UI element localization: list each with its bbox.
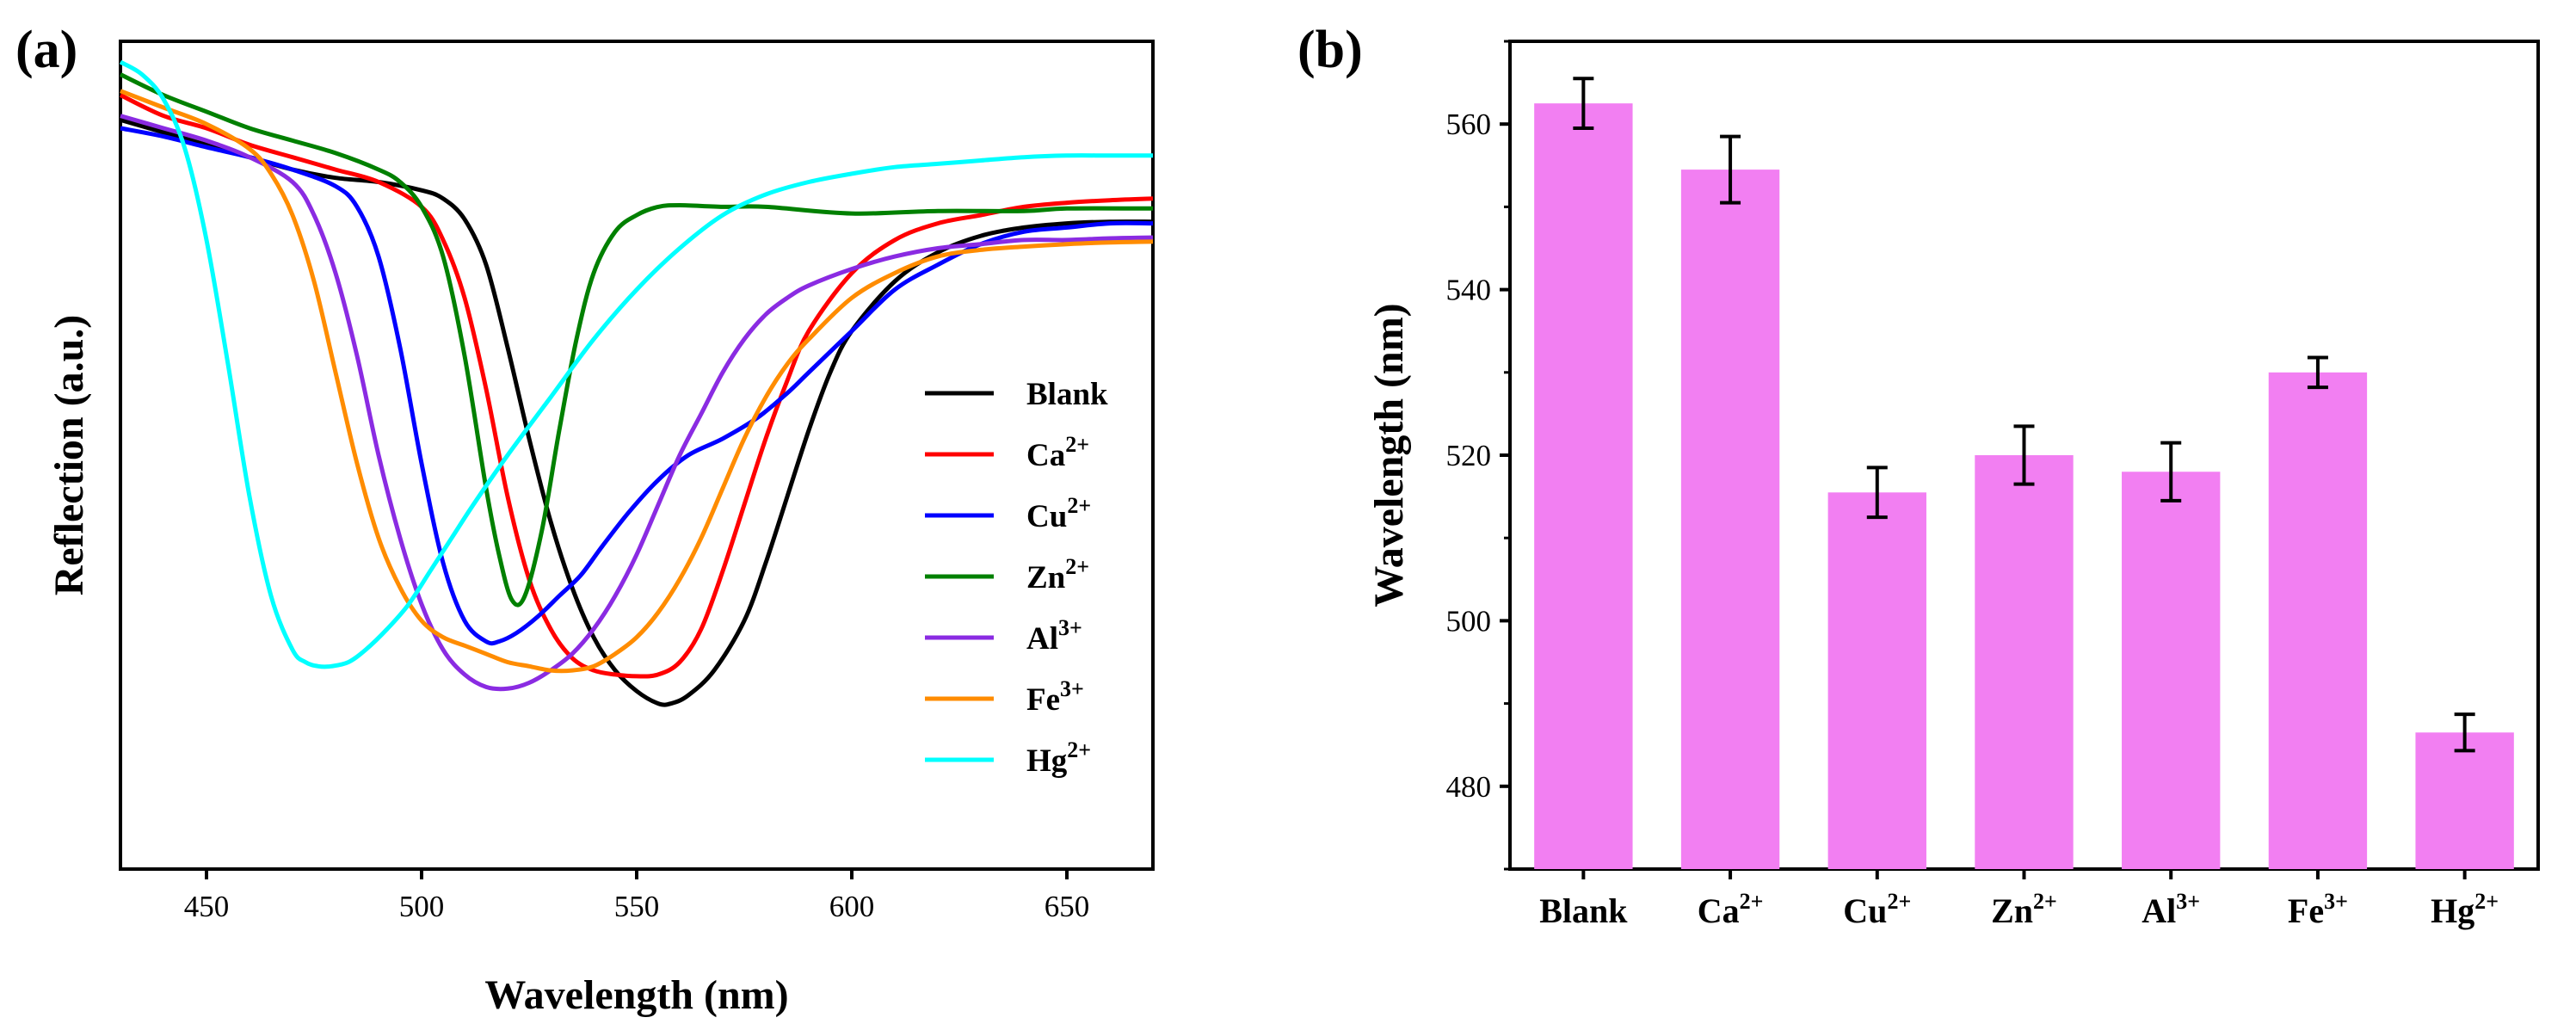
panel-b-bars: [1534, 77, 2514, 870]
legend-label-zn: Zn2+: [1026, 554, 1089, 595]
bar-ca: [1680, 170, 1780, 870]
category-label-zn-superscript: 2+: [2033, 889, 2057, 914]
category-label-al: Al3+: [2142, 889, 2200, 930]
x-tick-label: 450: [184, 890, 230, 923]
legend-label-al-base: Al: [1026, 621, 1058, 657]
panel-a-x-axis-ticks: 450 500 550 600 650: [184, 869, 1090, 923]
error-bar-ca: [1720, 134, 1741, 205]
error-bar-hg: [2454, 712, 2475, 753]
error-bar-fe: [2307, 355, 2328, 390]
legend-label-zn-base: Zn: [1026, 560, 1066, 595]
legend-label-cu-superscript: 2+: [1067, 493, 1091, 518]
series-line-cu: [120, 126, 1154, 646]
legend-label-hg: Hg2+: [1026, 737, 1091, 779]
category-label-zn: Zn2+: [1991, 889, 2057, 930]
series-line-al: [120, 114, 1154, 692]
legend-label-blank: Blank: [1026, 377, 1108, 412]
category-label-cu-base: Cu: [1843, 891, 1887, 930]
category-label-hg-base: Hg: [2431, 891, 2474, 930]
bar-hg: [2415, 732, 2514, 869]
x-tick-label: 650: [1045, 890, 1090, 923]
category-label-fe: Fe3+: [2288, 889, 2348, 930]
bar-zn: [1975, 455, 2074, 869]
series-line-blank: [120, 117, 1154, 707]
bar-cu: [1827, 492, 1926, 869]
panel-a-series-lines: [119, 59, 1154, 707]
panel-b-y-axis-ticks: 480 500 520 540 560: [1446, 40, 1510, 871]
legend-label-cu: Cu2+: [1026, 493, 1091, 534]
legend-label-fe-superscript: 3+: [1060, 676, 1084, 701]
panel-b-label: (b): [1297, 21, 1363, 79]
x-tick-label: 500: [399, 890, 445, 923]
bar-al: [2122, 472, 2221, 869]
category-label-cu-superscript: 2+: [1887, 889, 1911, 914]
legend-label-hg-superscript: 2+: [1067, 737, 1091, 762]
panel-a-label: (a): [15, 21, 77, 79]
series-line-hg: [119, 59, 1153, 669]
category-label-blank-base: Blank: [1539, 891, 1628, 930]
y-tick-label: 540: [1446, 274, 1492, 307]
category-label-ca-superscript: 2+: [1740, 889, 1764, 914]
legend-label-al-superscript: 3+: [1058, 615, 1082, 640]
category-label-fe-superscript: 3+: [2324, 889, 2348, 914]
bar-fe: [2268, 372, 2368, 869]
series-line-fe: [120, 89, 1154, 674]
legend-label-al: Al3+: [1026, 615, 1082, 657]
category-label-hg: Hg2+: [2431, 889, 2499, 930]
category-label-ca: Ca2+: [1698, 889, 1764, 930]
y-tick-label: 520: [1446, 439, 1492, 472]
series-line-zn: [119, 72, 1154, 607]
category-label-al-base: Al: [2142, 891, 2176, 930]
error-bar-zn: [2013, 424, 2035, 486]
panel-b-y-axis-title: Wavelength (nm): [1366, 303, 1412, 607]
category-label-cu: Cu2+: [1843, 889, 1911, 930]
category-label-zn-base: Zn: [1991, 891, 2033, 930]
category-label-fe-base: Fe: [2288, 891, 2324, 930]
legend-label-cu-base: Cu: [1026, 499, 1067, 534]
legend-label-fe: Fe3+: [1026, 676, 1084, 718]
category-label-blank: Blank: [1539, 891, 1628, 930]
category-label-ca-base: Ca: [1698, 891, 1740, 930]
panel-a-line-chart: (a) 450 500 550 600 650 Wavelength (nm) Refl…: [15, 21, 1155, 1018]
legend-label-hg-base: Hg: [1026, 743, 1068, 779]
bar-blank: [1534, 103, 1633, 869]
legend-label-fe-base: Fe: [1026, 682, 1060, 718]
legend-label-blank-base: Blank: [1026, 377, 1108, 412]
category-label-hg-superscript: 2+: [2474, 889, 2499, 914]
category-label-al-superscript: 3+: [2176, 889, 2200, 914]
y-tick-label: 480: [1446, 770, 1492, 804]
legend-label-ca: Ca2+: [1026, 432, 1089, 473]
panel-b-category-labels: Blank Ca2+ Cu2+ Zn2+ Al3+ Fe3+ Hg2+: [1539, 869, 2499, 930]
panel-a-y-axis-title: Reflection (a.u.): [46, 315, 92, 596]
x-tick-label: 600: [829, 890, 875, 923]
error-bar-al: [2160, 441, 2182, 503]
x-tick-label: 550: [614, 890, 660, 923]
legend-label-ca-base: Ca: [1026, 438, 1065, 473]
y-tick-label: 560: [1446, 108, 1492, 141]
legend-label-ca-superscript: 2+: [1065, 432, 1089, 457]
panel-a-x-axis-title: Wavelength (nm): [484, 972, 788, 1018]
y-tick-label: 500: [1446, 604, 1492, 638]
error-bar-cu: [1866, 466, 1888, 520]
error-bar-blank: [1573, 77, 1594, 131]
series-line-ca: [119, 93, 1154, 679]
legend-label-zn-superscript: 2+: [1065, 554, 1089, 579]
